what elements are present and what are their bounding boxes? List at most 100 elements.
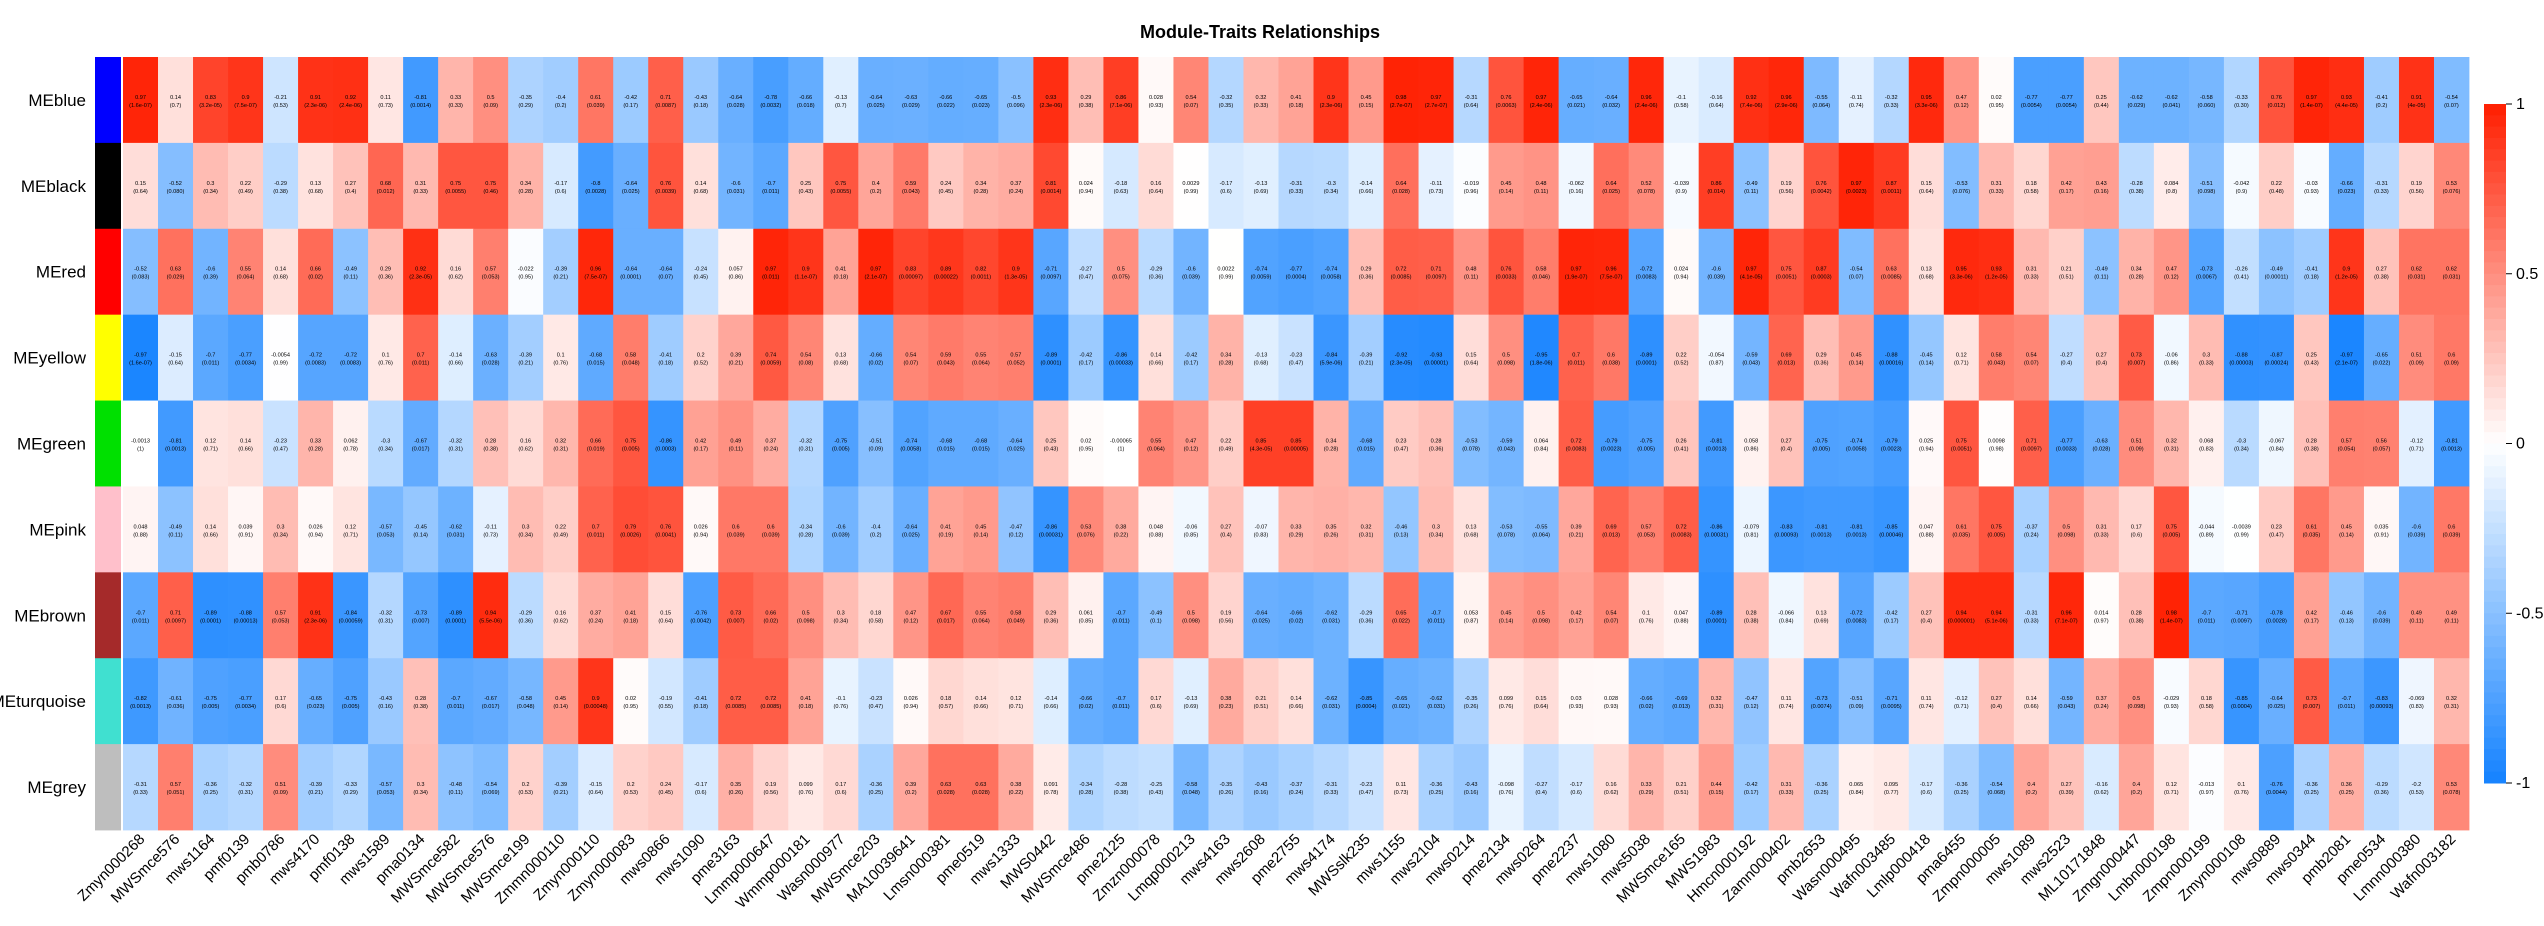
cell-value-label: -0.64	[904, 524, 917, 530]
cell-value-label: 0.87	[1816, 267, 1827, 273]
heatmap-cell	[753, 744, 789, 831]
cell-value-label: 0.54	[905, 353, 916, 359]
heatmap-cell	[1768, 314, 1805, 401]
row-color-bars	[95, 57, 121, 831]
cell-value-label: 0.73	[2131, 353, 2142, 359]
heatmap-cell	[2363, 142, 2400, 230]
cell-pvalue-label: (0.0058)	[1846, 447, 1867, 453]
cell-value-label: -0.6	[1186, 267, 1196, 273]
cell-value-label: 0.83	[905, 267, 916, 273]
cell-pvalue-label: (0.76)	[833, 704, 848, 710]
heatmap-cell	[1488, 314, 1524, 401]
heatmap-cell	[578, 57, 614, 144]
cell-pvalue-label: (0.84)	[1779, 618, 1794, 624]
cell-pvalue-label: (7.5e-07)	[1600, 275, 1623, 281]
heatmap-cell	[858, 314, 894, 401]
cell-value-label: 0.024	[1079, 181, 1093, 187]
cell-value-label: -0.27	[1080, 267, 1093, 273]
cell-pvalue-label: (0.28)	[308, 447, 323, 453]
heatmap-cell	[963, 400, 999, 487]
heatmap-cell	[963, 314, 999, 401]
cell-pvalue-label: (0.34)	[1324, 189, 1339, 195]
cell-pvalue-label: (1.4e-07)	[2160, 618, 2183, 624]
cell-value-label: 0.026	[904, 696, 918, 702]
cell-value-label: -0.92	[1395, 353, 1408, 359]
heatmap-cell	[368, 228, 404, 316]
cell-value-label: 0.18	[2026, 181, 2037, 187]
heatmap-cell	[1978, 744, 2015, 831]
heatmap-cell	[1243, 486, 1279, 573]
heatmap-cell	[2328, 314, 2365, 401]
cell-pvalue-label: (0.00022)	[934, 275, 958, 281]
row-color-swatch	[95, 486, 121, 573]
cell-value-label: 0.49	[730, 439, 741, 445]
cell-pvalue-label: (0.11)	[343, 275, 357, 281]
cell-value-label: 0.3	[1432, 524, 1440, 530]
cell-value-label: -0.85	[2235, 696, 2248, 702]
heatmap-cell	[718, 486, 754, 573]
cell-value-label: -0.42	[1080, 353, 1093, 359]
heatmap-cell	[1838, 658, 1875, 745]
cell-value-label: -0.63	[484, 353, 497, 359]
heatmap-cell	[2223, 658, 2260, 745]
cell-pvalue-label: (0.17)	[693, 447, 708, 453]
cell-pvalue-label: (0.031)	[1427, 704, 1445, 710]
heatmap-cell	[1593, 57, 1630, 144]
cell-pvalue-label: (0.33)	[1324, 790, 1339, 796]
cell-pvalue-label: (0.0097)	[165, 618, 186, 624]
cell-value-label: -0.17	[1920, 782, 1933, 788]
cell-pvalue-label: (0.18)	[623, 618, 638, 624]
heatmap-cell	[1733, 744, 1770, 831]
cell-value-label: -0.7	[206, 353, 216, 359]
cell-pvalue-label: (0.93)	[2164, 704, 2179, 710]
cell-pvalue-label: (0.053)	[377, 532, 395, 538]
cell-value-label: -0.65	[1570, 95, 1583, 101]
heatmap-cell	[2048, 572, 2085, 659]
heatmap-cell	[2048, 658, 2085, 745]
cell-value-label: 0.17	[835, 782, 846, 788]
cell-value-label: 0.75	[450, 181, 461, 187]
cell-pvalue-label: (0.032)	[1602, 103, 1620, 109]
heatmap-cell	[1593, 658, 1630, 745]
cell-pvalue-label: (0.33)	[1289, 189, 1304, 195]
cell-value-label: -0.71	[1885, 696, 1898, 702]
cell-value-label: 0.57	[2341, 439, 2352, 445]
heatmap-cell	[123, 572, 159, 659]
heatmap-cell	[1103, 228, 1139, 316]
cell-pvalue-label: (0.031)	[1322, 618, 1340, 624]
heatmap-cell	[1768, 400, 1805, 487]
cell-value-label: 0.28	[415, 696, 426, 702]
heatmap-cell	[158, 314, 194, 401]
heatmap-cell	[1978, 57, 2015, 144]
heatmap-cell	[1103, 314, 1139, 401]
heatmap-cell	[1068, 400, 1104, 487]
heatmap-cell	[753, 314, 789, 401]
heatmap-cell	[1138, 744, 1174, 831]
cell-value-label: -0.65	[2375, 353, 2388, 359]
cell-pvalue-label: (0.0044)	[2266, 790, 2287, 796]
cell-pvalue-label: (0.71)	[2409, 447, 2424, 453]
heatmap-cell	[123, 228, 159, 316]
cell-pvalue-label: (0.33)	[448, 103, 463, 109]
heatmap-cell	[2328, 228, 2365, 316]
heatmap-cell	[1628, 314, 1665, 401]
heatmap-cell	[228, 314, 264, 401]
cell-value-label: -0.3	[2237, 439, 2247, 445]
cell-pvalue-label: (0.47)	[1079, 275, 1094, 281]
heatmap-cell	[1803, 572, 1840, 659]
cell-pvalue-label: (0.098)	[2198, 189, 2216, 195]
heatmap-cell	[403, 658, 439, 745]
heatmap-cell	[1103, 486, 1139, 573]
cell-pvalue-label: (0.33)	[1884, 103, 1899, 109]
cell-value-label: 0.94	[1991, 610, 2002, 616]
cell-value-label: 0.55	[975, 610, 986, 616]
cell-pvalue-label: (0.0085)	[760, 704, 781, 710]
heatmap-cell	[1383, 658, 1419, 745]
cell-value-label: 0.15	[1921, 181, 1932, 187]
colorbar-segment	[2484, 760, 2506, 773]
heatmap-cell	[1278, 658, 1314, 745]
heatmap-cell	[403, 314, 439, 401]
heatmap-cell	[1348, 314, 1384, 401]
cell-pvalue-label: (0.09)	[2444, 361, 2459, 367]
cell-value-label: -0.0013	[131, 439, 150, 445]
